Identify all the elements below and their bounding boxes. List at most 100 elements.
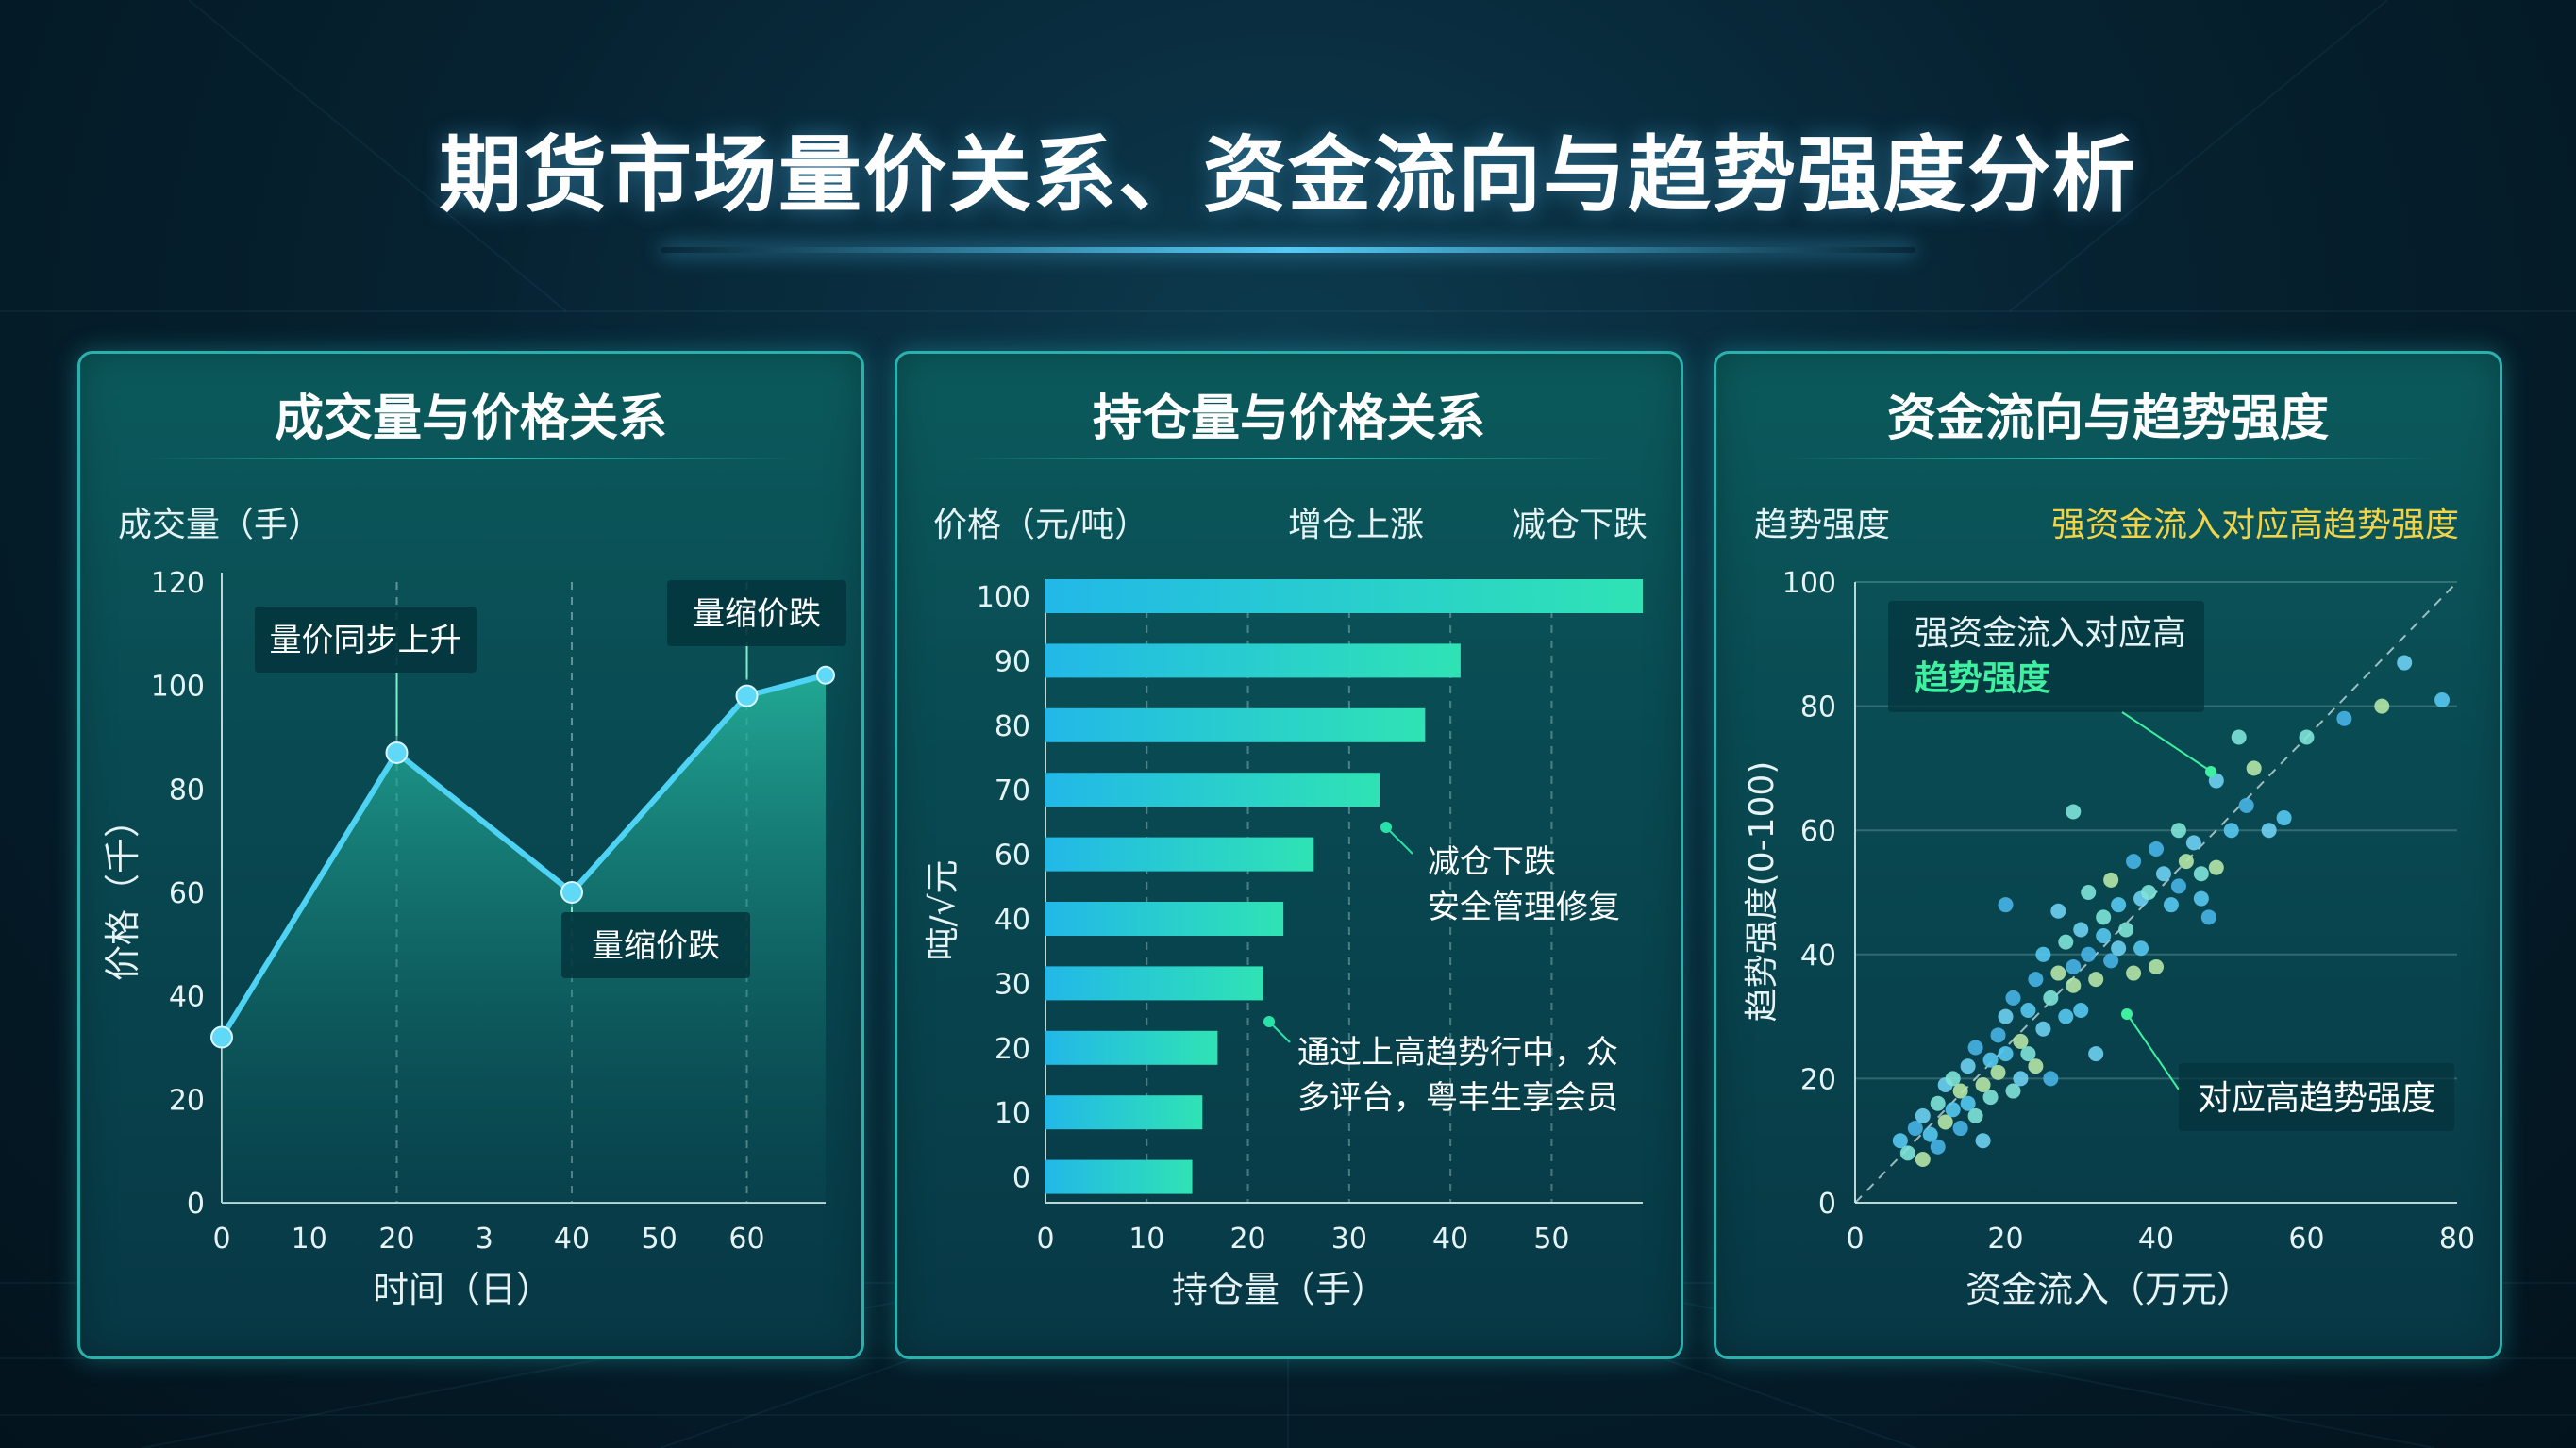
y-tick-label: 0	[1012, 1162, 1030, 1195]
scatter-point	[2374, 698, 2390, 714]
scatter-point	[1945, 1102, 1961, 1118]
data-point	[210, 1025, 233, 1049]
scatter-point	[1998, 1008, 2014, 1024]
y-axis-label: 吨/√元	[924, 859, 962, 960]
y-tick-label: 90	[995, 645, 1030, 678]
scatter-point	[2231, 729, 2247, 745]
scatter-point	[2028, 1058, 2044, 1074]
scatter-point	[2066, 958, 2082, 974]
scatter-point	[1945, 1071, 1961, 1087]
annotation-box	[1888, 601, 2204, 712]
legend-increase: 增仓上涨	[1288, 506, 1424, 544]
scatter-point	[2126, 965, 2142, 981]
scatter-point	[1982, 1090, 1999, 1106]
annotation-text: 减仓下跌	[1428, 843, 1556, 881]
scatter-point	[2261, 823, 2277, 839]
panel-title: 资金流向与趋势强度	[1886, 391, 2329, 447]
annotation-text: 多评台，粤丰生享会员	[1297, 1079, 1618, 1117]
top-label: 价格（元/吨）	[933, 506, 1148, 544]
scatter-point	[2066, 977, 2082, 993]
y-tick-label: 80	[995, 710, 1030, 743]
scatter-point	[2073, 922, 2089, 938]
scatter-point	[2149, 841, 2164, 857]
scatter-point	[1930, 1095, 1946, 1111]
scatter-point	[1937, 1114, 1953, 1130]
bar	[1045, 1095, 1203, 1130]
scatter-point	[2050, 965, 2066, 981]
y-tick-label: 100	[977, 581, 1030, 614]
bar	[1045, 1159, 1193, 1194]
scatter-point	[2246, 760, 2262, 776]
annotation-text: 通过上高趋势行中，众	[1297, 1034, 1618, 1072]
annotation-pointer	[1389, 830, 1413, 855]
scatter-point	[2066, 804, 2082, 820]
scatter-point	[2336, 710, 2352, 726]
scatter-point	[2035, 946, 2051, 962]
y-tick-label: 0	[1818, 1188, 1836, 1221]
y-tick-label: 20	[169, 1084, 205, 1117]
x-tick-label: 0	[1036, 1223, 1054, 1256]
y-tick-label: 120	[151, 567, 205, 600]
scatter-point	[2170, 823, 2186, 839]
annotation-text: 安全管理修复	[1428, 889, 1620, 926]
scatter-point	[2223, 823, 2239, 839]
scatter-point	[2208, 859, 2224, 875]
y-tick-label: 10	[995, 1097, 1030, 1130]
annotation-text: 趋势强度	[1915, 659, 2050, 698]
capital-flow-panel: 资金流向与趋势强度 趋势强度 强资金流入对应高趋势强度 0 20 40 60 80 100…	[1714, 351, 2502, 1359]
panel-divider	[963, 458, 1614, 459]
scatter-point	[2111, 897, 2127, 913]
x-axis-label: 资金流入（万元）	[1965, 1269, 2252, 1310]
annotation-dot	[2121, 1008, 2133, 1020]
x-tick-label: 20	[1987, 1223, 2023, 1256]
scatter-point	[1967, 1107, 1983, 1123]
scatter-point	[1960, 1058, 1976, 1074]
volume-price-chart: 成交量（手） 0 20 40 60 80 100 120 0 10 20 3 40 50 60 量价同步上…	[102, 506, 846, 1310]
scatter-point	[2050, 903, 2066, 919]
y-tick-label: 30	[995, 968, 1030, 1001]
scatter-point	[2193, 866, 2209, 882]
scatter-point	[1930, 1139, 1946, 1155]
scatter-point	[2005, 1083, 2021, 1099]
scatter-point	[1952, 1121, 1968, 1137]
scatter-point	[1975, 1076, 1991, 1092]
scatter-point	[2043, 1071, 2059, 1087]
x-tick-label: 60	[2288, 1223, 2324, 1256]
annotation-box	[2179, 1063, 2454, 1131]
scatter-point	[2103, 872, 2119, 888]
data-point	[816, 665, 835, 685]
data-point	[735, 684, 759, 707]
annotation-label: 量价同步上升	[270, 622, 462, 659]
y-tick-label: 80	[1800, 691, 1836, 724]
scatter-point	[1982, 1052, 1999, 1068]
scatter-point	[2005, 990, 2021, 1006]
scatter-point	[2020, 1003, 2036, 1019]
y-tick-label: 40	[1800, 940, 1836, 973]
x-tick-label: 10	[1129, 1223, 1164, 1256]
annotation-text: 强资金流入对应高	[1915, 614, 2186, 653]
annotation-pointer	[2121, 711, 2208, 770]
scatter-point	[1907, 1121, 1923, 1137]
scatter-point	[2193, 890, 2209, 907]
bar	[1045, 1030, 1218, 1065]
scatter-point	[2178, 854, 2194, 870]
scatter-point	[2434, 692, 2451, 708]
bar	[1045, 643, 1461, 678]
panel-title: 持仓量与价格关系	[1092, 391, 1485, 447]
top-label: 趋势强度	[1754, 506, 1890, 544]
scatter-point	[1990, 1064, 2006, 1080]
y-tick-label: 70	[995, 774, 1030, 807]
scatter-point	[2088, 1046, 2104, 1062]
title-underline-glow	[661, 247, 1915, 253]
scatter-point	[2096, 909, 2112, 925]
scatter-point	[1998, 897, 2014, 913]
scatter-point	[1915, 1107, 1931, 1123]
x-axis-label: 持仓量（手）	[1172, 1269, 1387, 1310]
scatter-point	[2013, 1071, 2029, 1087]
legend-note: 强资金流入对应高趋势强度	[2051, 506, 2459, 544]
x-tick-label: 30	[1331, 1223, 1367, 1256]
scatter-point	[2185, 835, 2201, 851]
x-tick-label: 60	[728, 1223, 764, 1256]
bar	[1045, 837, 1314, 872]
